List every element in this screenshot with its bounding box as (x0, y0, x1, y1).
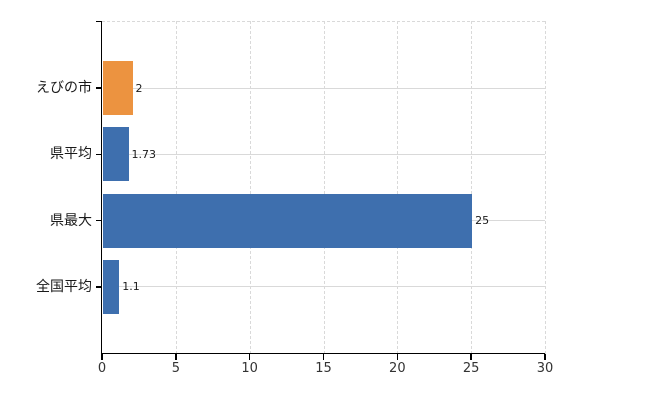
x-axis-tick (470, 354, 472, 360)
x-tick-label: 15 (315, 361, 332, 376)
x-gridline (175, 21, 177, 354)
x-tick-label: 0 (97, 361, 107, 376)
x-gridline (249, 21, 251, 354)
y-axis-tick (96, 87, 102, 89)
x-axis-tick (175, 354, 177, 360)
x-gridline (471, 21, 473, 354)
y-axis-line (100, 21, 102, 354)
category-gridline (103, 153, 545, 155)
x-tick-label: 25 (462, 361, 480, 376)
x-tick-label: 10 (241, 361, 258, 376)
value-label: 25 (475, 214, 490, 228)
y-axis-tick (96, 219, 102, 222)
y-axis-tick (96, 286, 102, 288)
category-gridline (103, 87, 545, 89)
category-label: 県最大 (50, 212, 92, 229)
plot-border-right (545, 21, 546, 354)
category-label: 全国平均 (36, 278, 92, 295)
x-axis-tick (248, 354, 251, 360)
x-tick-label: 20 (389, 361, 406, 376)
bar (103, 259, 120, 314)
category-label: 県平均 (50, 146, 92, 163)
x-axis-tick (322, 354, 325, 360)
x-gridline (323, 21, 325, 354)
category-label: えびの市 (36, 80, 92, 96)
category-gridline (103, 286, 545, 288)
x-tick-label: 30 (536, 361, 554, 376)
y-axis-tick (96, 153, 102, 156)
x-gridline (397, 21, 399, 354)
bar (103, 127, 129, 182)
x-axis-line (100, 352, 545, 354)
value-label: 1.73 (131, 147, 157, 161)
x-axis-tick (396, 354, 399, 360)
value-label: 1.1 (122, 280, 140, 294)
x-axis-tick (544, 354, 546, 360)
bar (103, 61, 133, 115)
x-tick-label: 5 (171, 361, 180, 376)
value-label: 2 (135, 81, 143, 95)
x-axis-tick (101, 354, 103, 360)
y-axis-top-tick (96, 20, 102, 22)
bar (103, 193, 473, 248)
